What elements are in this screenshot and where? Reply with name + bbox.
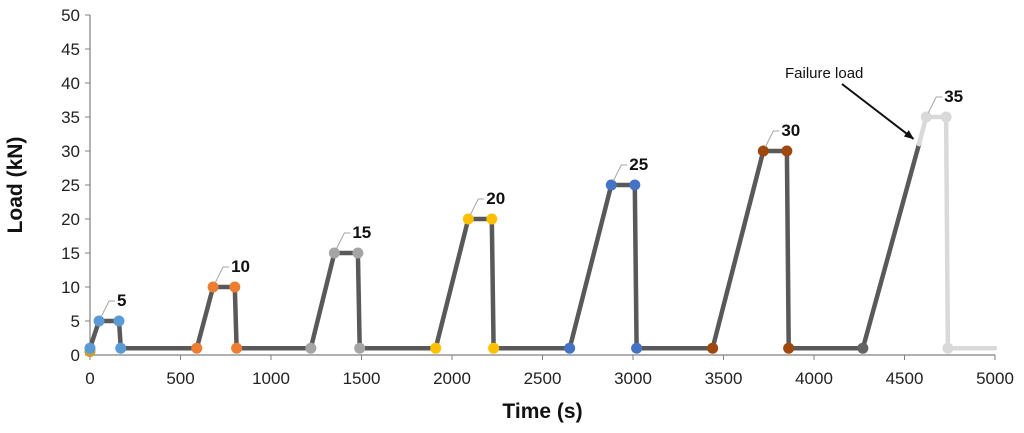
data-point bbox=[942, 342, 954, 354]
data-point bbox=[352, 247, 364, 259]
x-tick-label: 3500 bbox=[705, 369, 743, 388]
x-tick-label: 3000 bbox=[614, 369, 652, 388]
y-tick-label: 5 bbox=[71, 312, 80, 331]
y-tick-label: 0 bbox=[71, 346, 80, 365]
data-markers bbox=[84, 111, 954, 358]
leader-line bbox=[469, 198, 485, 216]
peak-label: 25 bbox=[629, 155, 648, 174]
data-point bbox=[328, 247, 340, 259]
x-tick-label: 1000 bbox=[252, 369, 290, 388]
annotation-arrow bbox=[841, 83, 915, 140]
leader-line bbox=[100, 300, 116, 318]
data-point bbox=[84, 342, 96, 354]
data-point bbox=[462, 213, 474, 225]
data-point bbox=[857, 342, 869, 354]
data-point bbox=[629, 179, 641, 191]
x-axis-title: Time (s) bbox=[502, 400, 582, 423]
data-point bbox=[191, 342, 203, 354]
x-tick-label: 5000 bbox=[976, 369, 1014, 388]
x-tick-label: 0 bbox=[85, 369, 94, 388]
series-lines bbox=[87, 114, 998, 351]
peak-label: 35 bbox=[944, 87, 963, 106]
peak-label: 5 bbox=[117, 291, 126, 310]
y-tick-label: 15 bbox=[61, 244, 80, 263]
failure-line bbox=[916, 114, 998, 351]
y-tick-label: 45 bbox=[61, 40, 80, 59]
peak-label: 10 bbox=[231, 257, 250, 276]
y-tick-label: 50 bbox=[61, 6, 80, 25]
data-point bbox=[783, 342, 795, 354]
leader-line bbox=[335, 232, 351, 250]
y-tick-label: 20 bbox=[61, 210, 80, 229]
y-tick-label: 40 bbox=[61, 74, 80, 93]
leader-line bbox=[764, 130, 780, 148]
peak-label: 20 bbox=[486, 189, 505, 208]
y-tick-label: 10 bbox=[61, 278, 80, 297]
x-tick-label: 1500 bbox=[343, 369, 381, 388]
data-point bbox=[940, 111, 952, 123]
data-point bbox=[231, 342, 243, 354]
data-point bbox=[605, 179, 617, 191]
peak-label: 30 bbox=[781, 121, 800, 140]
peak-label: 15 bbox=[352, 223, 371, 242]
data-point bbox=[920, 111, 932, 123]
data-point bbox=[430, 342, 442, 354]
data-point bbox=[707, 342, 719, 354]
y-tick-label: 35 bbox=[61, 108, 80, 127]
data-point bbox=[757, 145, 769, 157]
leader-line bbox=[214, 266, 230, 284]
data-point bbox=[781, 145, 793, 157]
load-path-line bbox=[87, 141, 922, 351]
leader-line bbox=[927, 96, 943, 114]
leader-line bbox=[612, 164, 628, 182]
data-point bbox=[486, 213, 498, 225]
failure-load-annotation: Failure load bbox=[785, 65, 863, 82]
data-point bbox=[564, 342, 576, 354]
y-tick-label: 30 bbox=[61, 142, 80, 161]
x-tick-label: 2500 bbox=[524, 369, 562, 388]
y-tick-label: 25 bbox=[61, 176, 80, 195]
data-point bbox=[354, 342, 366, 354]
data-point bbox=[229, 281, 241, 293]
data-point bbox=[113, 315, 125, 327]
data-point bbox=[631, 342, 643, 354]
x-tick-label: 500 bbox=[166, 369, 194, 388]
data-point bbox=[115, 342, 127, 354]
x-tick-label: 4500 bbox=[886, 369, 924, 388]
data-point bbox=[207, 281, 219, 293]
x-tick-label: 4000 bbox=[795, 369, 833, 388]
annotations: Failure load bbox=[785, 65, 915, 140]
data-point bbox=[93, 315, 105, 327]
data-point bbox=[305, 342, 317, 354]
y-axis-title: Load (kN) bbox=[4, 137, 27, 234]
data-point bbox=[488, 342, 500, 354]
x-tick-label: 2000 bbox=[433, 369, 471, 388]
peak-labels: 5 10 15 20 25 30 35 bbox=[100, 87, 963, 318]
